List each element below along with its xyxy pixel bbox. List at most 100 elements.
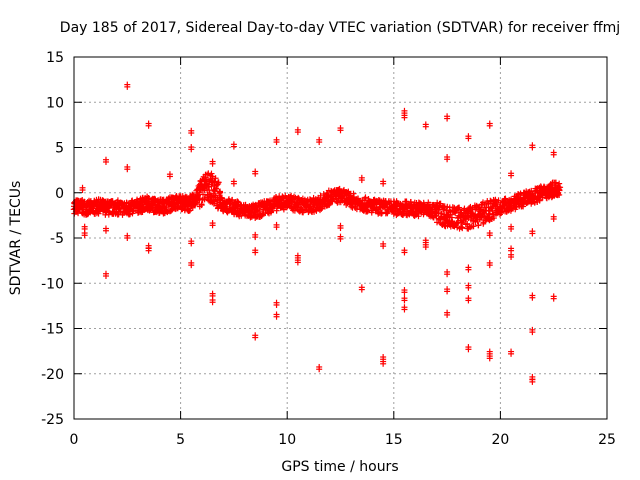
outlier-point <box>294 126 301 133</box>
outlier-point <box>508 223 515 230</box>
band-point <box>169 206 176 213</box>
outlier-point <box>81 230 88 237</box>
outlier-point <box>444 154 451 161</box>
data-points <box>70 81 564 385</box>
y-tick-label: 15 <box>46 50 64 66</box>
x-tick-label: 15 <box>385 432 403 448</box>
band-point <box>456 206 463 213</box>
band-point <box>96 203 103 210</box>
outlier-point <box>145 120 152 127</box>
outlier-point <box>444 286 451 293</box>
band-point <box>433 208 440 215</box>
band-point <box>470 223 477 230</box>
band-point <box>390 205 397 212</box>
band-point <box>211 187 218 194</box>
outlier-point <box>188 238 195 245</box>
band-point <box>273 207 280 214</box>
outlier-point <box>102 225 109 232</box>
x-tick-labels: 0 5 10 15 20 25 <box>70 432 616 448</box>
outlier-point <box>465 264 472 271</box>
outlier-point <box>316 363 323 370</box>
y-tick-labels: 15 10 5 0 -5 -10 -15 -20 -25 <box>41 50 64 428</box>
outlier-point <box>380 358 387 365</box>
y-tick-label: 0 <box>55 186 64 202</box>
outlier-point <box>508 170 515 177</box>
band-point <box>508 200 515 207</box>
band-point <box>536 197 543 204</box>
y-tick-label: -15 <box>41 322 64 338</box>
band-point <box>422 206 429 213</box>
band-point <box>337 192 344 199</box>
x-tick-label: 20 <box>491 432 509 448</box>
band-point <box>317 192 324 199</box>
band-point <box>518 196 525 203</box>
outlier-point <box>81 223 88 230</box>
x-tick-label: 25 <box>598 432 616 448</box>
band-point <box>113 204 120 211</box>
outlier-point <box>401 295 408 302</box>
band-point <box>476 211 483 218</box>
outlier-point <box>209 220 216 227</box>
band-point <box>186 201 193 208</box>
band-point <box>252 208 259 215</box>
outlier-point <box>273 221 280 228</box>
band-point <box>262 204 269 211</box>
band-point <box>203 182 210 189</box>
outlier-point <box>444 113 451 120</box>
outlier-point <box>380 178 387 185</box>
band-point <box>548 187 555 194</box>
outlier-point <box>401 287 408 294</box>
band-point <box>208 170 215 177</box>
band-point <box>475 222 482 229</box>
outlier-point <box>252 247 259 254</box>
outlier-point <box>209 290 216 297</box>
outlier-point <box>529 228 536 235</box>
band-point <box>326 194 333 201</box>
outlier-point <box>465 295 472 302</box>
band-point <box>465 215 472 222</box>
outlier-point <box>444 268 451 275</box>
outlier-point <box>529 326 536 333</box>
outlier-point <box>145 245 152 252</box>
plot-frame <box>73 56 608 420</box>
band-point <box>447 211 454 218</box>
x-tick-label: 0 <box>70 432 79 448</box>
outlier-point <box>465 344 472 351</box>
outlier-point <box>252 168 259 175</box>
band-point <box>105 205 112 212</box>
band-point <box>486 207 493 214</box>
outlier-point <box>166 171 173 178</box>
outlier-point <box>529 376 536 383</box>
outlier-point <box>550 293 557 300</box>
band-point <box>557 184 564 191</box>
outlier-point <box>422 121 429 128</box>
band-point <box>220 201 227 208</box>
band-point <box>152 202 159 209</box>
band-point <box>552 179 559 186</box>
band-point <box>497 204 504 211</box>
outlier-point <box>358 174 365 181</box>
outlier-point <box>380 240 387 247</box>
band-point <box>216 190 223 197</box>
band-point <box>124 206 131 213</box>
band-point <box>160 203 167 210</box>
band-point <box>316 200 323 207</box>
band-point <box>134 203 141 210</box>
band-point <box>540 189 547 196</box>
band-point <box>186 207 193 214</box>
y-axis-label: SDTVAR / TECUs <box>8 181 24 296</box>
outlier-point <box>337 125 344 132</box>
outlier-point <box>79 184 86 191</box>
band-point <box>284 198 291 205</box>
outlier-point <box>273 311 280 318</box>
band-point <box>143 200 150 207</box>
outlier-point <box>124 163 131 170</box>
band-point <box>215 179 222 186</box>
outlier-point <box>401 304 408 311</box>
outlier-point <box>465 133 472 140</box>
outlier-point <box>422 241 429 248</box>
outlier-point <box>401 247 408 254</box>
band-point <box>268 208 275 215</box>
band-point <box>490 212 497 219</box>
outlier-point <box>273 136 280 143</box>
